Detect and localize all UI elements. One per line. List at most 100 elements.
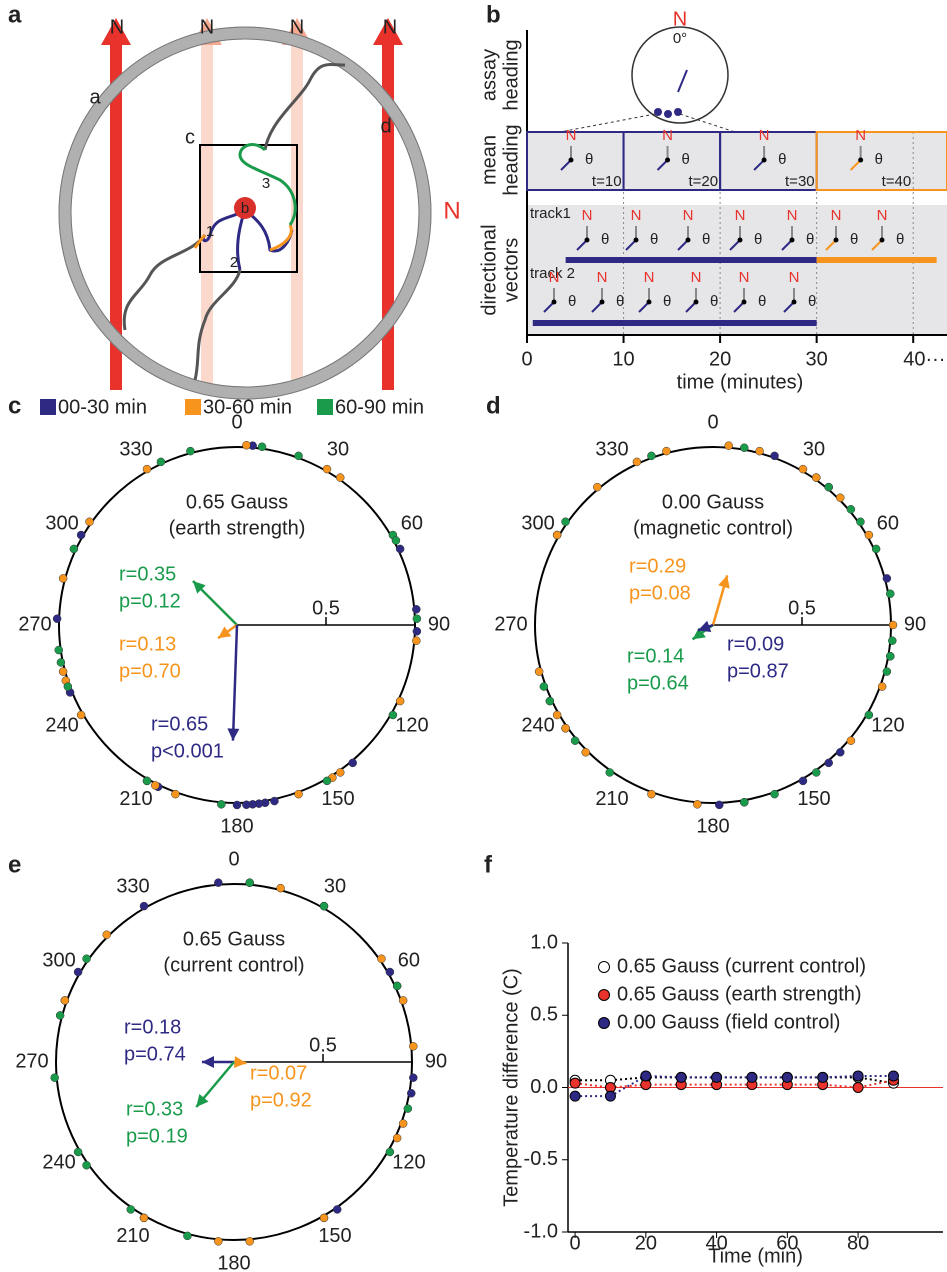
vector-stat: r=0.07 [250, 1062, 307, 1084]
angle-tick-label: 270 [15, 1050, 48, 1072]
x-axis-label: Time (min) [708, 1245, 803, 1267]
point [539, 682, 549, 691]
origin [599, 299, 605, 305]
point [824, 758, 833, 768]
vector-stat: r=0.13 [119, 633, 176, 655]
track [122, 234, 207, 331]
track-bar [565, 257, 817, 263]
angle-tick-label: 150 [321, 788, 354, 810]
point [50, 1073, 59, 1082]
series-line [574, 1079, 894, 1089]
point [183, 1231, 192, 1241]
north-label: N [789, 269, 800, 286]
row-label: heading [500, 124, 522, 195]
point [545, 696, 555, 706]
vector-stat: r=0.09 [727, 633, 784, 655]
point [82, 954, 91, 964]
point [604, 1090, 616, 1102]
point [569, 1077, 581, 1089]
window-label: t=30 [785, 173, 815, 190]
point [409, 1042, 418, 1051]
point [232, 800, 242, 810]
arena-ring [58, 26, 432, 400]
field-arrow [382, 40, 394, 390]
angle-tick-label: 90 [428, 613, 450, 635]
theta: θ [568, 293, 576, 310]
x-tick-label: 20 [635, 1232, 657, 1254]
point [245, 1237, 254, 1246]
legend-swatch [40, 399, 56, 415]
point [335, 768, 345, 777]
point [552, 710, 562, 720]
point [73, 1147, 83, 1157]
theta: θ [702, 231, 710, 248]
legend-label: 00-30 min [58, 396, 147, 418]
chart-title: 0.00 Gauss [662, 491, 764, 513]
point [817, 1071, 829, 1083]
north-label: N [566, 127, 577, 144]
angle-tick-label: 300 [521, 512, 554, 534]
angle-tick-label: 120 [392, 1151, 425, 1173]
track-bar [816, 257, 937, 263]
point [395, 544, 405, 554]
north-label: N [855, 127, 866, 144]
y-tick-label: 0.5 [530, 1004, 558, 1026]
legend-swatch [185, 399, 201, 415]
point [55, 1011, 65, 1020]
point [245, 878, 254, 887]
row-label: directional [478, 224, 500, 315]
point [398, 996, 408, 1005]
point [395, 696, 405, 706]
origin [646, 299, 652, 305]
track-bar [532, 320, 817, 326]
mean-vector [231, 624, 239, 741]
point [871, 544, 881, 554]
track [193, 269, 242, 381]
heading-arrow [677, 69, 688, 93]
origin [685, 237, 691, 243]
point [270, 796, 279, 806]
arena-label: c [185, 126, 195, 148]
chart-title: (earth strength) [169, 517, 306, 539]
point [640, 1070, 652, 1082]
point [409, 1073, 418, 1082]
y-axis-label: Temperature difference (C) [500, 968, 522, 1207]
angle-tick-label: 90 [904, 613, 926, 635]
vector-stat: p=0.70 [119, 660, 181, 682]
angle-tick-label: 330 [116, 875, 149, 897]
track [236, 209, 247, 271]
point [412, 627, 422, 636]
point [319, 1213, 329, 1223]
theta: θ [650, 231, 658, 248]
angle-tick-label: 180 [217, 1252, 250, 1272]
point [151, 781, 160, 790]
theta: θ [710, 293, 718, 310]
angle-tick-label: 120 [871, 714, 904, 736]
point [888, 620, 898, 630]
point [864, 530, 874, 540]
row-label: assay [478, 49, 500, 101]
north-label: N [877, 207, 888, 224]
point [724, 441, 733, 450]
angle-tick-label: 0 [707, 411, 718, 433]
point [864, 710, 874, 720]
compass [631, 26, 729, 124]
legend-label: 0.65 Gauss (current control) [617, 955, 866, 977]
y-tick-label: 1.0 [530, 931, 558, 953]
vector-stat: r=0.35 [119, 563, 176, 585]
angle-tick-label: 240 [42, 1151, 75, 1173]
legend-marker [598, 1017, 610, 1029]
angle-tick-label: 210 [595, 788, 628, 810]
point [412, 605, 421, 614]
panel-a: a b N N N N N a c d 1 2 3 [8, 1, 461, 400]
point [58, 667, 68, 676]
point [605, 768, 615, 777]
track-label: 1 [206, 223, 214, 240]
point [675, 1071, 687, 1083]
angle-tick-label: 0 [231, 411, 242, 433]
origin [761, 157, 767, 163]
vector-stat: p=0.64 [627, 672, 689, 694]
point [156, 457, 166, 467]
north-label: N [662, 127, 673, 144]
point [781, 1071, 793, 1083]
